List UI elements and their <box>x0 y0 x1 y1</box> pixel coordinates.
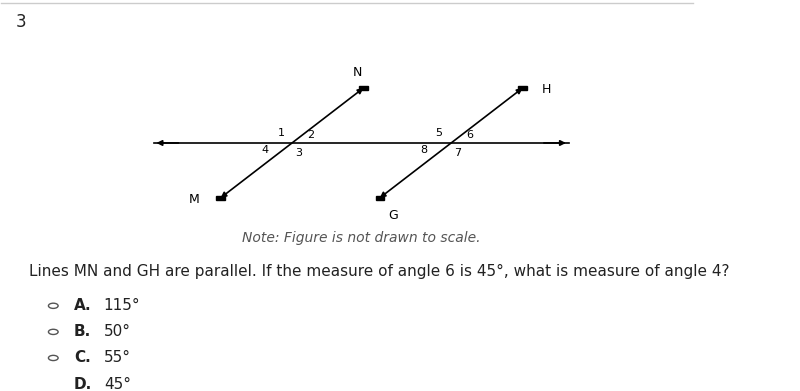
Text: 8: 8 <box>421 145 428 155</box>
Text: N: N <box>354 66 362 79</box>
Polygon shape <box>518 86 526 90</box>
Text: B.: B. <box>74 325 91 339</box>
Polygon shape <box>359 86 367 90</box>
Text: Lines MN and GH are parallel. If the measure of angle 6 is 45°, what is measure : Lines MN and GH are parallel. If the mea… <box>29 264 730 279</box>
Text: G: G <box>388 209 398 222</box>
Text: 50°: 50° <box>104 325 130 339</box>
Text: 115°: 115° <box>104 298 141 313</box>
Text: 1: 1 <box>278 128 285 138</box>
Text: 2: 2 <box>307 130 314 140</box>
Text: A.: A. <box>74 298 92 313</box>
Text: H: H <box>542 83 551 97</box>
Polygon shape <box>217 196 225 200</box>
Text: 7: 7 <box>454 148 461 158</box>
Text: 4: 4 <box>262 145 269 155</box>
Text: Note: Figure is not drawn to scale.: Note: Figure is not drawn to scale. <box>242 231 481 245</box>
Text: C.: C. <box>74 350 90 366</box>
Text: 45°: 45° <box>104 377 130 391</box>
Text: 3: 3 <box>15 13 26 30</box>
Text: 3: 3 <box>294 148 302 158</box>
Text: 55°: 55° <box>104 350 130 366</box>
Text: D.: D. <box>74 377 92 391</box>
Text: 6: 6 <box>466 130 474 140</box>
Text: 5: 5 <box>435 128 442 138</box>
Text: M: M <box>189 193 200 206</box>
Polygon shape <box>375 196 384 200</box>
